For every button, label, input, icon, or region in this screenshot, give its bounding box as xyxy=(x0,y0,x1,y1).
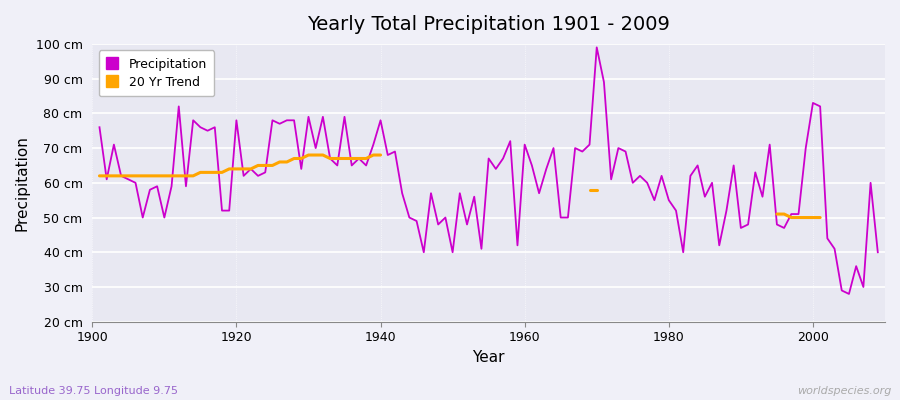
Title: Yearly Total Precipitation 1901 - 2009: Yearly Total Precipitation 1901 - 2009 xyxy=(307,15,670,34)
Text: Latitude 39.75 Longitude 9.75: Latitude 39.75 Longitude 9.75 xyxy=(9,386,178,396)
Text: worldspecies.org: worldspecies.org xyxy=(796,386,891,396)
X-axis label: Year: Year xyxy=(472,350,505,365)
Legend: Precipitation, 20 Yr Trend: Precipitation, 20 Yr Trend xyxy=(98,50,214,96)
Y-axis label: Precipitation: Precipitation xyxy=(15,135,30,231)
